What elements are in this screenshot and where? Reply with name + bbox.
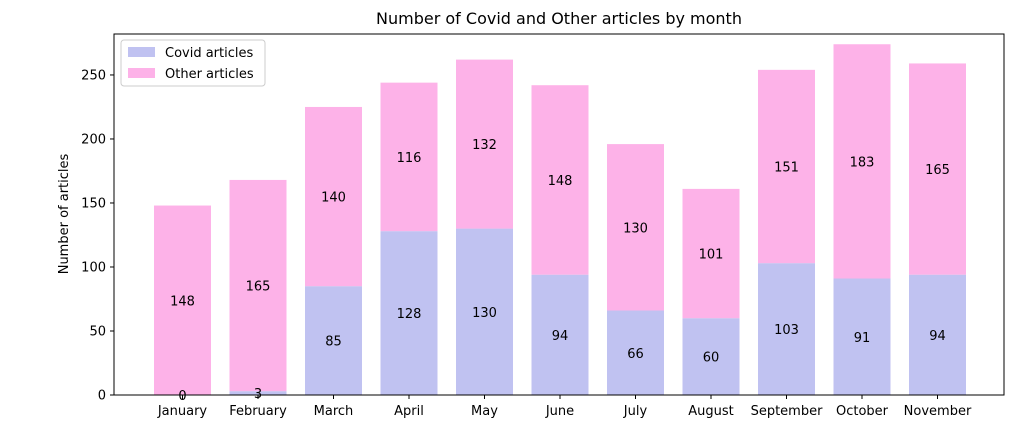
x-tick-label: November: [904, 404, 972, 419]
data-label-other-july: 130: [623, 221, 648, 236]
legend-label-other: Other articles: [165, 67, 254, 82]
data-label-covid-september: 103: [774, 323, 799, 338]
legend-swatch-covid: [128, 47, 155, 57]
x-tick-label: October: [836, 404, 889, 419]
x-axis-ticks: January February March April May June July Augu…: [157, 395, 972, 419]
bar-covid-november: [909, 274, 966, 395]
x-tick-label: March: [314, 404, 354, 419]
x-tick-label: September: [751, 404, 824, 419]
legend-box: [120, 39, 266, 87]
bar-covid-may: [456, 228, 513, 395]
bar-covid-february: [229, 391, 287, 395]
legend: Covid articles Other articles: [120, 39, 266, 87]
data-label-covid-august: 60: [703, 351, 720, 366]
bar-covid-august: [682, 318, 740, 395]
x-tick-label: August: [688, 404, 734, 419]
bar-other-may: [456, 59, 513, 229]
y-tick-label: 50: [89, 324, 106, 339]
data-label-other-november: 165: [925, 163, 950, 178]
bar-covid-june: [531, 274, 589, 395]
data-label-other-august: 101: [699, 248, 724, 263]
plot-area-frame: [113, 33, 1005, 396]
bar-other-october: [833, 44, 891, 279]
x-tick-label: May: [471, 404, 498, 419]
bar-other-march: [305, 106, 362, 287]
bar-other-july: [607, 144, 664, 311]
data-label-covid-june: 94: [552, 329, 569, 344]
y-tick-label: 200: [81, 132, 106, 147]
data-label-covid-march: 85: [325, 335, 342, 350]
bar-covid-july: [607, 310, 664, 395]
data-label-covid-july: 66: [627, 347, 644, 362]
data-label-covid-april: 128: [397, 307, 422, 322]
y-tick-label: 0: [98, 389, 106, 404]
bar-covid-september: [758, 263, 815, 395]
data-label-covid-october: 91: [854, 331, 871, 346]
data-label-other-may: 132: [472, 138, 497, 153]
data-label-other-october: 183: [850, 155, 875, 170]
bar-covid-march: [305, 286, 362, 395]
legend-swatch-other: [128, 68, 155, 78]
y-tick-label: 250: [81, 68, 106, 83]
x-tick-label: February: [229, 404, 287, 419]
data-label-other-june: 148: [548, 174, 573, 189]
bar-other-january: [154, 205, 211, 395]
bar-other-april: [380, 82, 438, 232]
legend-label-covid: Covid articles: [165, 46, 253, 61]
y-axis-label: Number of articles: [57, 153, 72, 274]
data-label-other-january: 148: [170, 294, 195, 309]
data-label-other-september: 151: [774, 160, 799, 175]
bar-other-february: [229, 179, 287, 392]
bar-other-november: [909, 63, 966, 275]
chart-title: Number of Covid and Other articles by mo…: [376, 9, 742, 28]
x-tick-label: January: [157, 404, 208, 419]
data-label-covid-november: 94: [929, 329, 946, 344]
y-tick-label: 150: [81, 196, 106, 211]
data-label-other-march: 140: [321, 191, 346, 206]
bar-covid-april: [380, 231, 438, 395]
data-label-other-april: 116: [397, 151, 422, 166]
x-tick-label: April: [394, 404, 424, 419]
x-tick-label: June: [545, 404, 574, 419]
y-tick-label: 100: [81, 260, 106, 275]
bar-other-september: [758, 69, 815, 264]
x-tick-label: July: [623, 404, 648, 419]
bars-group: [154, 44, 966, 395]
bar-other-august: [682, 188, 740, 319]
bar-covid-october: [833, 278, 891, 395]
data-label-other-february: 165: [246, 280, 271, 295]
y-axis-ticks: 0 50 100 150 200 250: [81, 68, 114, 404]
data-label-covid-may: 130: [472, 306, 497, 321]
bar-other-june: [531, 85, 589, 275]
